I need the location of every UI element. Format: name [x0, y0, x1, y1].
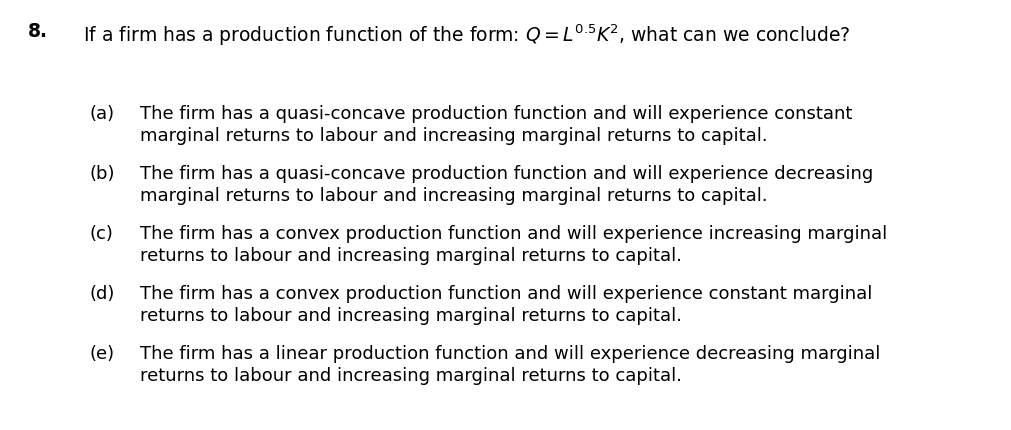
Text: The firm has a convex production function and will experience increasing margina: The firm has a convex production functio…: [140, 225, 886, 243]
Text: (a): (a): [89, 105, 114, 123]
Text: returns to labour and increasing marginal returns to capital.: returns to labour and increasing margina…: [140, 307, 681, 325]
Text: marginal returns to labour and increasing marginal returns to capital.: marginal returns to labour and increasin…: [140, 127, 766, 145]
Text: (d): (d): [89, 285, 114, 303]
Text: (c): (c): [89, 225, 113, 243]
Text: 8.: 8.: [28, 22, 49, 41]
Text: The firm has a quasi-concave production function and will experience constant: The firm has a quasi-concave production …: [140, 105, 851, 123]
Text: If a firm has a production function of the form: $Q = L^{0.5}K^{2}$, what can we: If a firm has a production function of t…: [83, 22, 849, 47]
Text: The firm has a linear production function and will experience decreasing margina: The firm has a linear production functio…: [140, 345, 880, 363]
Text: (b): (b): [89, 165, 114, 183]
Text: marginal returns to labour and increasing marginal returns to capital.: marginal returns to labour and increasin…: [140, 187, 766, 205]
Text: (e): (e): [89, 345, 114, 363]
Text: The firm has a convex production function and will experience constant marginal: The firm has a convex production functio…: [140, 285, 871, 303]
Text: The firm has a quasi-concave production function and will experience decreasing: The firm has a quasi-concave production …: [140, 165, 872, 183]
Text: returns to labour and increasing marginal returns to capital.: returns to labour and increasing margina…: [140, 367, 681, 385]
Text: returns to labour and increasing marginal returns to capital.: returns to labour and increasing margina…: [140, 247, 681, 265]
